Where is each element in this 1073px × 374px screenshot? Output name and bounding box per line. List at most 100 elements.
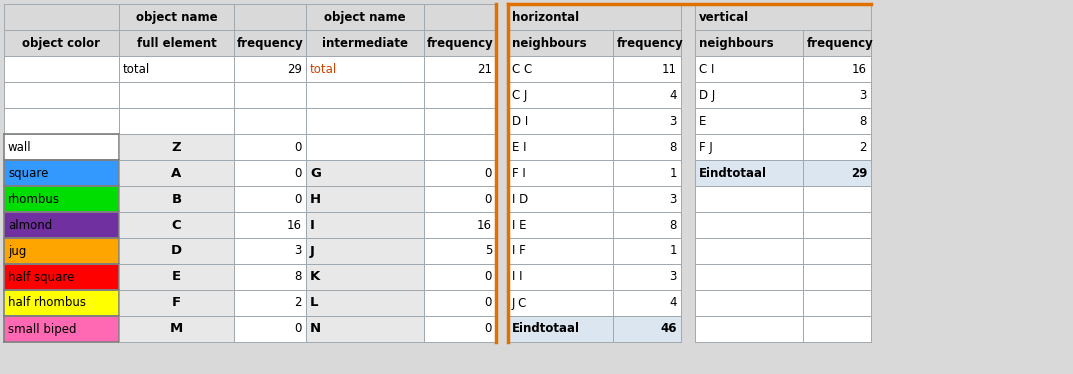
Text: F J: F J	[699, 141, 712, 153]
Bar	[803, 290, 871, 316]
Bar	[306, 56, 424, 82]
Bar	[613, 160, 681, 186]
Bar	[803, 160, 871, 186]
Bar	[234, 56, 306, 82]
Bar	[695, 186, 803, 212]
Text: 3: 3	[670, 193, 677, 205]
Text: N: N	[310, 322, 321, 335]
Bar	[119, 56, 234, 82]
Bar	[306, 160, 424, 186]
Bar	[4, 56, 119, 82]
Bar	[306, 316, 424, 342]
Bar	[424, 212, 496, 238]
Bar	[234, 186, 306, 212]
Bar	[613, 108, 681, 134]
Bar	[613, 290, 681, 316]
Bar	[695, 212, 803, 238]
Text: horizontal: horizontal	[512, 10, 579, 24]
Bar	[508, 108, 613, 134]
Text: vertical: vertical	[699, 10, 749, 24]
Bar	[803, 212, 871, 238]
Text: C: C	[172, 218, 181, 232]
Text: M: M	[170, 322, 183, 335]
Text: C J: C J	[512, 89, 527, 101]
Bar	[306, 4, 424, 30]
Text: B: B	[172, 193, 181, 205]
Bar	[119, 160, 234, 186]
Bar	[695, 82, 803, 108]
Text: E I: E I	[512, 141, 527, 153]
Bar	[508, 186, 613, 212]
Text: jug: jug	[8, 245, 27, 258]
Bar	[4, 134, 119, 160]
Text: small biped: small biped	[8, 322, 76, 335]
Bar	[4, 4, 119, 30]
Bar	[803, 186, 871, 212]
Bar	[234, 160, 306, 186]
Bar	[613, 134, 681, 160]
Bar	[234, 264, 306, 290]
Text: D I: D I	[512, 114, 528, 128]
Bar	[306, 186, 424, 212]
Text: F I: F I	[512, 166, 526, 180]
Text: 0: 0	[295, 166, 302, 180]
Text: 0: 0	[295, 141, 302, 153]
Text: 8: 8	[670, 218, 677, 232]
Bar	[234, 4, 306, 30]
Text: 4: 4	[670, 89, 677, 101]
Bar	[119, 4, 234, 30]
Bar	[613, 56, 681, 82]
Bar	[306, 82, 424, 108]
Text: I F: I F	[512, 245, 526, 258]
Text: 29: 29	[851, 166, 867, 180]
Text: 8: 8	[295, 270, 302, 283]
Text: I I: I I	[512, 270, 523, 283]
Bar	[119, 30, 234, 56]
Text: 2: 2	[859, 141, 867, 153]
Bar	[424, 316, 496, 342]
Text: 0: 0	[295, 322, 302, 335]
Bar	[508, 4, 681, 30]
Text: 3: 3	[295, 245, 302, 258]
Text: full element: full element	[136, 37, 217, 49]
Text: neighbours: neighbours	[699, 37, 774, 49]
Bar	[695, 108, 803, 134]
Text: 2: 2	[294, 297, 302, 310]
Text: L: L	[310, 297, 319, 310]
Text: frequency: frequency	[237, 37, 304, 49]
Text: 16: 16	[477, 218, 493, 232]
Bar	[306, 290, 424, 316]
Bar	[234, 82, 306, 108]
Bar	[4, 186, 119, 212]
Bar	[508, 212, 613, 238]
Text: 0: 0	[485, 166, 493, 180]
Text: 1: 1	[670, 245, 677, 258]
Bar	[424, 56, 496, 82]
Bar	[681, 4, 695, 342]
Text: 4: 4	[670, 297, 677, 310]
Bar	[803, 30, 871, 56]
Bar	[424, 238, 496, 264]
Bar	[4, 160, 119, 186]
Bar	[508, 134, 613, 160]
Bar	[424, 264, 496, 290]
Bar	[234, 212, 306, 238]
Bar	[306, 108, 424, 134]
Bar	[4, 290, 119, 316]
Bar	[803, 108, 871, 134]
Text: rhombus: rhombus	[8, 193, 60, 205]
Text: I D: I D	[512, 193, 528, 205]
Bar	[803, 316, 871, 342]
Text: 11: 11	[662, 62, 677, 76]
Bar	[508, 290, 613, 316]
Bar	[508, 316, 613, 342]
Text: 21: 21	[477, 62, 493, 76]
Bar	[119, 290, 234, 316]
Text: 16: 16	[852, 62, 867, 76]
Bar	[424, 108, 496, 134]
Bar	[119, 238, 234, 264]
Text: 16: 16	[286, 218, 302, 232]
Text: 29: 29	[286, 62, 302, 76]
Bar	[424, 134, 496, 160]
Bar	[695, 30, 803, 56]
